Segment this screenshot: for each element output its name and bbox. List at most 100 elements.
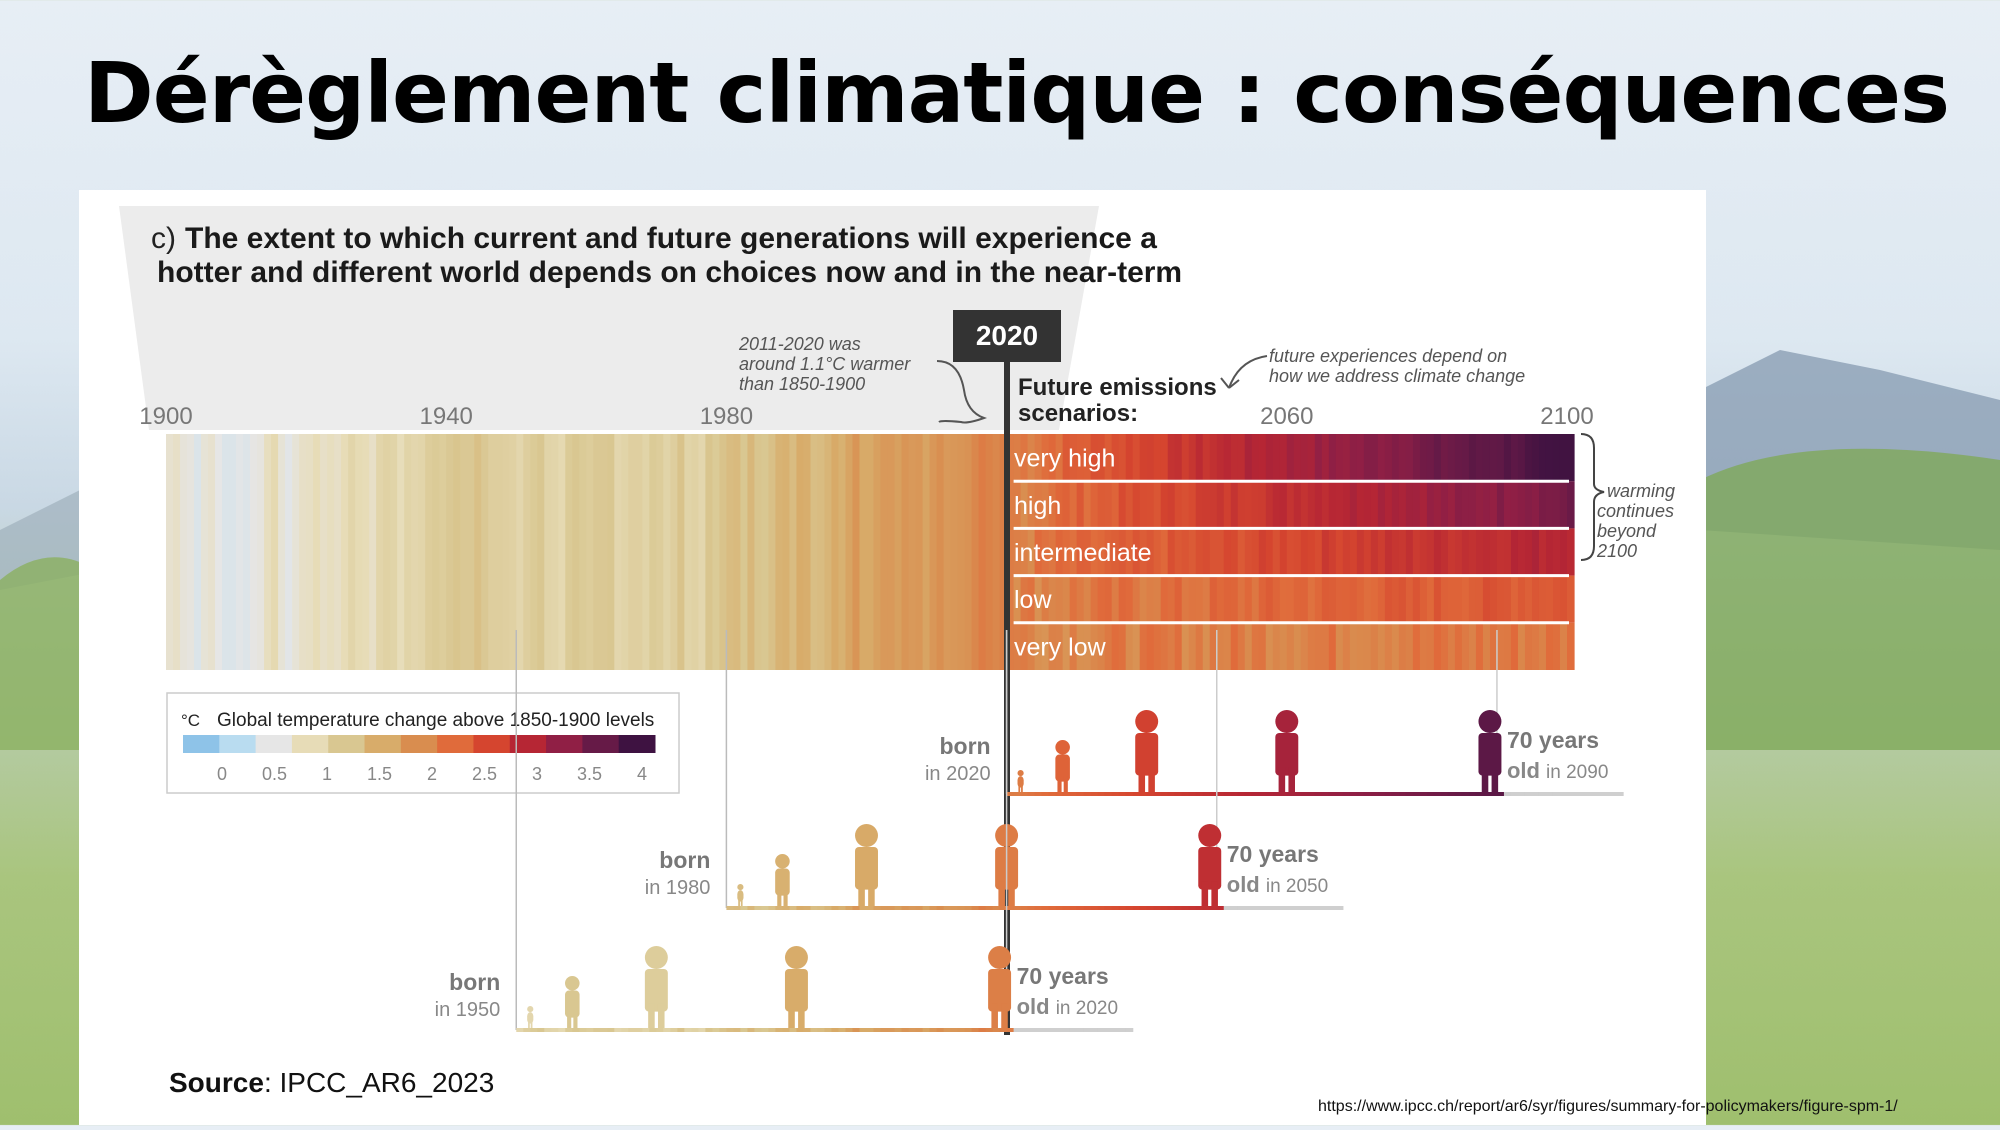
lifetime-line-segment (1111, 1028, 1120, 1032)
warming-stripe (502, 434, 510, 670)
scenario-stripe (1545, 434, 1554, 482)
warming-stripe (796, 434, 805, 670)
legend-swatch (219, 735, 257, 753)
person-figure-body (775, 868, 790, 896)
figure-title-line2: hotter and different world depends on ch… (157, 256, 1182, 289)
generation-row: born in 2020 70 years old in 2090 (925, 630, 1624, 796)
source-url[interactable]: https://www.ipcc.ch/report/ar6/syr/figur… (1318, 1098, 1898, 1115)
warming-stripe (411, 434, 419, 670)
person-figure-leg (1481, 767, 1489, 792)
scenario-row (1013, 434, 1575, 482)
lifetime-line-segment (1440, 792, 1449, 796)
lifetime-line-segment (1202, 792, 1211, 796)
old-word: old (1507, 758, 1546, 783)
lifetime-line-segment (831, 906, 840, 910)
lifetime-line-segment (1223, 792, 1232, 796)
scenario-stripe (1398, 575, 1407, 623)
scenario-stripe (1538, 481, 1547, 529)
person-figure-leg (1018, 785, 1021, 792)
scenario-stripe (1209, 528, 1218, 576)
person-figure (1198, 824, 1222, 847)
warming-stripe (236, 434, 244, 670)
lifetime-line-segment (1531, 792, 1540, 796)
scenario-stripe (1328, 434, 1337, 482)
scenario-stripe (1244, 622, 1253, 670)
lifetime-line-segment (1595, 792, 1603, 796)
scenario-stripe (1034, 481, 1043, 529)
scenario-stripe (1412, 622, 1421, 670)
lifetime-line-segment (1034, 792, 1043, 796)
scenario-stripe (1153, 481, 1162, 529)
lifetime-line-segment (551, 1028, 559, 1032)
scenario-stripe (1195, 622, 1204, 670)
lifetime-line-segment (1244, 906, 1253, 910)
lifetime-line-segment (1412, 792, 1421, 796)
lifetime-line-segment (656, 1028, 664, 1032)
scenario-stripe (1496, 622, 1505, 670)
warming-stripe (439, 434, 447, 670)
scenario-stripe (1412, 434, 1421, 482)
lifetime-line-segment (663, 1028, 671, 1032)
scenario-stripe (1314, 575, 1323, 623)
warming-stripe (208, 434, 216, 670)
scenario-stripe (1146, 622, 1155, 670)
lifetime-line-segment (740, 906, 749, 910)
note-line: how we address climate change (1269, 366, 1525, 386)
warming-stripe (901, 434, 910, 670)
legend-tick: 3 (532, 764, 542, 784)
scenario-stripe (1489, 434, 1498, 482)
legend-swatch (473, 735, 511, 753)
scenario-stripe (1230, 434, 1239, 482)
lifetime-line-segment (1181, 792, 1190, 796)
note-2011-2020: 2011-2020 was around 1.1°C warmer than 1… (738, 334, 911, 394)
lifetime-line-segment (1097, 906, 1106, 910)
born-year-label: in 1980 (645, 877, 711, 899)
lifetime-line-segment (1188, 906, 1197, 910)
scenario-stripe (1517, 481, 1526, 529)
scenario-stripe (1545, 481, 1554, 529)
lifetime-line-segment (1055, 792, 1064, 796)
scenario-stripe (1503, 528, 1512, 576)
slide-title: Dérèglement climatique : conséquences (84, 44, 1950, 142)
lifetime-line-segment (971, 906, 980, 910)
warming-stripe (999, 434, 1008, 670)
scenario-stripe (1559, 622, 1568, 670)
scenario-stripe (1433, 481, 1442, 529)
scenario-stripe (1083, 528, 1092, 576)
scenario-stripe (1041, 528, 1050, 576)
scenario-label: low (1014, 586, 1052, 614)
warming-stripe (614, 434, 622, 670)
lifetime-line-segment (1069, 906, 1078, 910)
lifetime-line-segment (628, 1028, 636, 1032)
scenario-stripe (1160, 528, 1169, 576)
warming-note-line: warming (1607, 481, 1675, 501)
scenario-stripe (1251, 622, 1260, 670)
warming-stripe (845, 434, 854, 670)
scenario-stripe (1545, 528, 1554, 576)
scenario-stripe (1181, 622, 1190, 670)
person-figure (565, 976, 580, 991)
scenario-stripe (1027, 481, 1036, 529)
x-tick-label: 1900 (139, 403, 192, 430)
person-figure-body (1055, 754, 1070, 782)
scenario-stripe (1111, 528, 1120, 576)
scenario-stripe (1370, 528, 1379, 576)
person-figure-leg (1138, 767, 1146, 792)
legend-title: Global temperature change above 1850-190… (217, 710, 654, 731)
warming-stripe (488, 434, 496, 670)
warming-stripe (201, 434, 209, 670)
source-label: Source (169, 1067, 264, 1098)
person-figure (1055, 740, 1070, 755)
scenario-stripe (1034, 575, 1043, 623)
lifetime-line-segment (936, 1028, 945, 1032)
lifetime-line-segment (1335, 906, 1344, 910)
warming-stripe (271, 434, 279, 670)
lifetime-line-segment (887, 1028, 896, 1032)
lifetime-line-segment (866, 1028, 875, 1032)
lifetime-line-segment (978, 906, 987, 910)
lifetime-line-segment (558, 1028, 566, 1032)
lifetime-line-segment (1034, 906, 1043, 910)
scenario-stripe (1188, 575, 1197, 623)
scenario-stripe (1433, 622, 1442, 670)
person-figure-body (855, 846, 878, 890)
